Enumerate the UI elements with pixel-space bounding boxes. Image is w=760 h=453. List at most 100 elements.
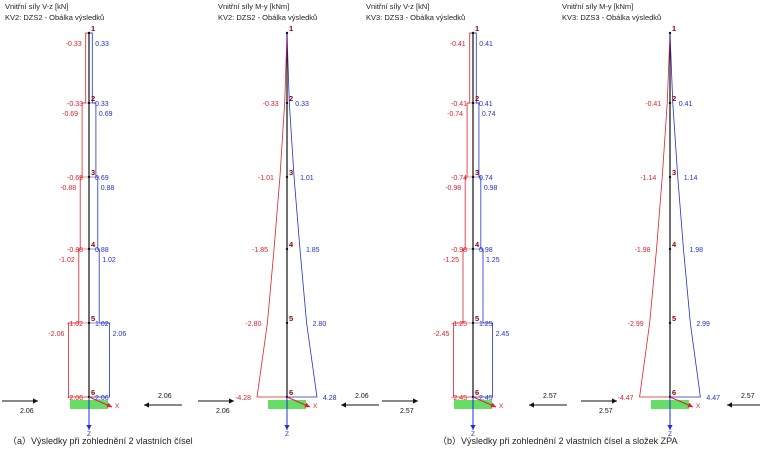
panel1-z-axis-arrow-head [86, 425, 92, 430]
panel2-node-number: 6 [289, 388, 293, 397]
panel4-node-dot [668, 247, 672, 251]
panel3-subtitle: KV3: DZS3 - Obálka výsledků [366, 13, 465, 22]
panel4-node-pos-label: 1.98 [689, 247, 703, 254]
panel4-node-neg-label: -0.41 [645, 101, 661, 108]
panel4-node-pos-label: 0.41 [679, 101, 693, 108]
panel4-z-axis-arrow-head [667, 425, 673, 430]
panel2-node-pos-label: 1.85 [306, 247, 320, 254]
panel3-seg-neg-label: -0.98 [445, 185, 461, 192]
panel4-node-number: 1 [672, 24, 676, 33]
panel2-node-number: 2 [289, 94, 293, 103]
panel1-seg-pos-label: 0.88 [101, 185, 115, 192]
panel2-node-number: 5 [289, 314, 293, 323]
panel3-seg-pos-label: 0.41 [479, 41, 493, 48]
panel1-node-number: 5 [91, 314, 95, 323]
panel2-node-dot [285, 175, 289, 179]
panel1-pos-envelope [89, 32, 110, 398]
panel1-seg-neg-label: -0.69 [62, 111, 78, 118]
panel1-node-neg-label: -0.33 [67, 101, 83, 108]
panel2-title: Vnitřní síly M-y [kNm] [218, 2, 289, 11]
panel3-node-pos-label: 0.41 [479, 101, 493, 108]
panel3-node-number: 5 [475, 314, 479, 323]
caption-b-text: Výsledky při zohlednění 2 vlastních číse… [461, 436, 678, 446]
panel1-title: Vnitřní síly V-z [kN] [5, 2, 68, 11]
panel1-node-pos-label: 0.69 [95, 175, 109, 182]
panel1-seg-pos-label: 1.02 [102, 257, 116, 264]
panel3-seg-neg-label: -1.25 [443, 257, 459, 264]
panel1-node-number: 1 [91, 24, 95, 33]
panel2-x-axis-label: X [313, 403, 318, 410]
panel2-node-number: 1 [289, 24, 293, 33]
panel2-force-right-label: 2.06 [355, 393, 369, 400]
panel3-seg-neg-label: -0.41 [450, 41, 466, 48]
panel3-seg-neg-label: -0.74 [447, 111, 463, 118]
panel3-neg-envelope [453, 32, 473, 398]
panel2-node-neg-label: -4.28 [235, 395, 251, 402]
panel2-subtitle: KV2: DZS2 - Obálka výsledků [218, 13, 317, 22]
panel1-node-number: 3 [91, 168, 95, 177]
panel1-node-dot [87, 175, 91, 179]
panel2-node-dot [285, 247, 289, 251]
panel4-node-number: 3 [672, 168, 676, 177]
panel3-force-right-label: 2.57 [543, 393, 557, 400]
panel3-node-dot [471, 101, 475, 105]
panel3-seg-pos-label: 0.74 [482, 111, 496, 118]
panel3-x-axis-arrow-head [490, 402, 496, 408]
panel1-force-right-arrow-head [144, 402, 149, 408]
panel4-node-number: 6 [672, 388, 676, 397]
panel3-force-left-arrow-head [413, 398, 418, 404]
panel3-node-pos-label: 2.45 [479, 395, 493, 402]
panel4-pos-envelope [669, 32, 701, 398]
panel1-seg-neg-label: -1.02 [59, 257, 75, 264]
panel4-node-dot [668, 101, 672, 105]
panel1-x-axis-arrow-head [106, 402, 112, 408]
panel1-seg-neg-label: -0.88 [60, 185, 76, 192]
panel2-pos-envelope [286, 32, 318, 398]
panel3-node-pos-label: 0.98 [479, 247, 493, 254]
panel3-node-number: 3 [475, 168, 479, 177]
panel3-node-neg-label: -2.45 [451, 395, 467, 402]
panel1-node-pos-label: 0.33 [95, 101, 109, 108]
panel1-node-pos-label: 1.02 [95, 321, 109, 328]
panel2-node-pos-label: 0.33 [295, 101, 309, 108]
panel4-neg-envelope [639, 32, 671, 398]
panel1-seg-pos-label: 2.06 [113, 331, 127, 338]
panel1-force-left-arrow-head [33, 398, 38, 404]
panel4-subtitle: KV3: DZS3 - Obálka výsledků [562, 13, 661, 22]
panel3-node-neg-label: -0.41 [451, 101, 467, 108]
panel4-x-axis-arrow-head [687, 402, 693, 408]
panel1-node-neg-label: -0.69 [67, 175, 83, 182]
panel4-force-left-label: 2.57 [599, 408, 613, 415]
panel2-force-right-arrow-head [341, 402, 346, 408]
panel4-node-pos-label: 2.99 [696, 321, 710, 328]
panel1-seg-neg-label: -2.06 [48, 331, 64, 338]
panel3-node-pos-label: 0.74 [479, 175, 493, 182]
panel2-node-pos-label: 4.28 [323, 395, 337, 402]
panel3-seg-pos-label: 1.25 [486, 257, 500, 264]
panel3-node-neg-label: -1.25 [451, 321, 467, 328]
panel1-node-neg-label: -0.88 [67, 247, 83, 254]
panel3-node-dot [471, 31, 475, 35]
panel3-node-dot [471, 247, 475, 251]
panel4-force-right-arrow-head [727, 402, 732, 408]
caption-b: （b）Výsledky při zohlednění 2 vlastních č… [438, 434, 677, 447]
panel1-node-dot [87, 101, 91, 105]
panel3-title: Vnitřní síly V-z [kN] [366, 2, 429, 11]
panel1-node-neg-label: -2.06 [67, 395, 83, 402]
panel2-node-neg-label: -0.33 [263, 101, 279, 108]
panel2-node-number: 4 [289, 240, 294, 249]
panel4-node-neg-label: -1.14 [640, 175, 656, 182]
panel2-node-neg-label: -1.85 [252, 247, 268, 254]
panel4-force-left-arrow-head [612, 398, 617, 404]
panel1-node-number: 4 [91, 240, 96, 249]
panel4-node-number: 5 [672, 314, 676, 323]
panel2-node-pos-label: 2.80 [313, 321, 327, 328]
panel4-z-axis-label: Z [668, 431, 672, 438]
panel4-node-dot [668, 321, 672, 325]
panel2-force-left-label: 2.06 [216, 408, 230, 415]
panel4-node-pos-label: 1.14 [684, 175, 698, 182]
panel3-seg-neg-label: -2.45 [433, 331, 449, 338]
panel1-seg-pos-label: 0.69 [99, 111, 113, 118]
panel3-force-left-label: 2.57 [400, 408, 414, 415]
